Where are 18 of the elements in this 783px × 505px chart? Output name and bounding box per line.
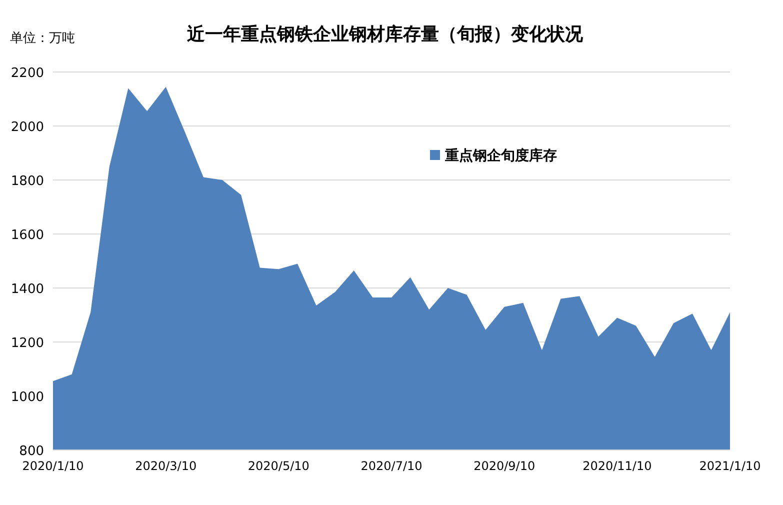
y-axis-title: 单位：万吨 xyxy=(10,31,75,46)
y-tick-label: 2200 xyxy=(10,66,44,81)
x-tick-label: 2020/3/10 xyxy=(135,459,197,473)
y-tick-label: 2000 xyxy=(10,120,44,135)
x-tick-label: 2020/1/10 xyxy=(22,459,84,473)
chart-title: 近一年重点钢铁企业钢材库存量（旬报）变化状况 xyxy=(186,24,584,45)
x-tick-label: 2021/1/10 xyxy=(699,459,761,473)
y-tick-label: 1200 xyxy=(10,336,44,351)
legend-label: 重点钢企旬度库存 xyxy=(444,147,557,164)
y-tick-label: 1400 xyxy=(10,282,44,297)
x-tick-label: 2020/11/10 xyxy=(582,459,652,473)
y-tick-label: 1000 xyxy=(10,390,44,405)
x-tick-label: 2020/7/10 xyxy=(360,459,422,473)
y-tick-label: 1600 xyxy=(10,228,44,243)
x-tick-label: 2020/5/10 xyxy=(248,459,310,473)
y-tick-label: 800 xyxy=(19,444,44,459)
y-tick-label: 1800 xyxy=(10,174,44,189)
x-tick-label: 2020/9/10 xyxy=(474,459,536,473)
